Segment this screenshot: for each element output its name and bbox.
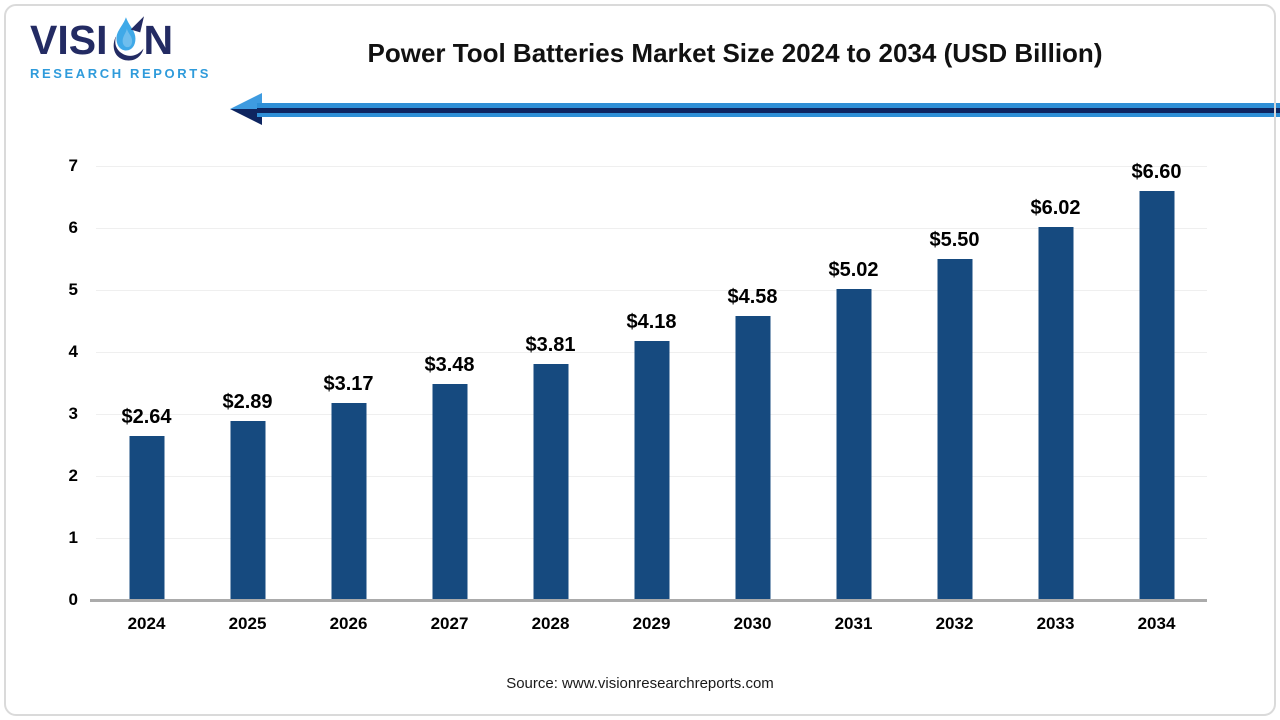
y-tick-label-0: 0 — [68, 590, 78, 609]
bar-column-2024: $2.64 — [96, 166, 197, 600]
source-text: Source: www.visionresearchreports.com — [506, 675, 774, 692]
bar-2026 — [331, 403, 366, 600]
bar-column-2028: $3.81 — [500, 166, 601, 600]
bar-value-label-2030: $4.58 — [727, 286, 778, 309]
x-tick-label-2029: 2029 — [632, 614, 671, 633]
y-tick-label-3: 3 — [68, 404, 78, 423]
y-tick-label-2: 2 — [68, 466, 78, 485]
y-tick-label-6: 6 — [68, 218, 78, 237]
bar-value-label-2028: $3.81 — [525, 333, 576, 356]
bar-2025 — [230, 420, 265, 600]
x-axis-line — [90, 599, 1207, 602]
x-tick-label-2031: 2031 — [834, 614, 873, 633]
bar-value-label-2026: $3.17 — [323, 373, 374, 396]
x-tick-label-2027: 2027 — [430, 614, 469, 633]
bar-value-label-2029: $4.18 — [626, 310, 677, 333]
bar-value-label-2025: $2.89 — [222, 390, 273, 413]
bar-value-label-2027: $3.48 — [424, 354, 475, 377]
y-tick-label-4: 4 — [68, 342, 78, 361]
logo-text-left: VISI — [30, 17, 108, 63]
bar-column-2031: $5.02 — [803, 166, 904, 600]
bar-value-label-2034: $6.60 — [1131, 160, 1182, 183]
plot-area: $2.64 $2.89 $3.17 $3.48 $3.81 $4.18 $4.58 $5.02… — [96, 161, 1207, 600]
x-tick-label-2028: 2028 — [531, 614, 570, 633]
chart-title: Power Tool Batteries Market Size 2024 to… — [367, 38, 1103, 68]
bar-2027 — [432, 384, 467, 600]
bar-2028 — [533, 363, 568, 600]
bar-column-2032: $5.50 — [904, 166, 1005, 600]
x-tick-label-2024: 2024 — [127, 614, 166, 633]
x-tick-label-2030: 2030 — [733, 614, 772, 633]
bar-2029 — [634, 340, 669, 600]
bar-2030 — [735, 316, 770, 600]
bar-2032 — [937, 259, 972, 600]
bar-2024 — [129, 436, 164, 600]
x-tick-label-2025: 2025 — [228, 614, 267, 633]
bar-2031 — [836, 288, 871, 600]
bar-column-2033: $6.02 — [1005, 166, 1106, 600]
bar-column-2026: $3.17 — [298, 166, 399, 600]
arrow-head-icon — [230, 93, 262, 125]
gridline-y-6 — [96, 228, 1207, 229]
y-tick-label-1: 1 — [68, 528, 78, 547]
arrow-shaft-stripe-dark — [257, 108, 1280, 113]
bar-column-2030: $4.58 — [702, 166, 803, 600]
x-tick-label-2034: 2034 — [1137, 614, 1176, 633]
x-tick-label-2033: 2033 — [1036, 614, 1075, 633]
bar-value-label-2033: $6.02 — [1030, 196, 1081, 219]
bar-value-label-2031: $5.02 — [828, 258, 879, 281]
arrow-shaft — [257, 103, 1280, 117]
arrow-shaft-stripe-light — [257, 103, 1280, 108]
gridline-y-5 — [96, 290, 1207, 291]
logo-text-right: N — [143, 17, 174, 63]
bar-2034 — [1139, 190, 1174, 600]
y-tick-label-7: 7 — [68, 156, 78, 175]
x-tick-label-2026: 2026 — [329, 614, 368, 633]
bar-column-2027: $3.48 — [399, 166, 500, 600]
bar-column-2029: $4.18 — [601, 166, 702, 600]
arrow-shaft-stripe-light-bottom — [257, 113, 1280, 117]
x-tick-label-2032: 2032 — [935, 614, 974, 633]
bar-column-2034: $6.60 — [1106, 161, 1207, 600]
bar-value-label-2032: $5.50 — [929, 229, 980, 251]
bar-2033 — [1038, 226, 1073, 600]
bar-value-label-2024: $2.64 — [121, 406, 172, 429]
vision-logo: VISI N RESEARCH REPORTS — [30, 14, 210, 81]
y-tick-label-5: 5 — [68, 280, 78, 299]
bar-column-2025: $2.89 — [197, 166, 298, 600]
logo-wordmark: VISI N — [30, 14, 210, 61]
drop-arrow-logo-icon — [106, 14, 145, 66]
gridline-y-7 — [96, 166, 1207, 167]
logo-subtext: RESEARCH REPORTS — [30, 66, 212, 81]
